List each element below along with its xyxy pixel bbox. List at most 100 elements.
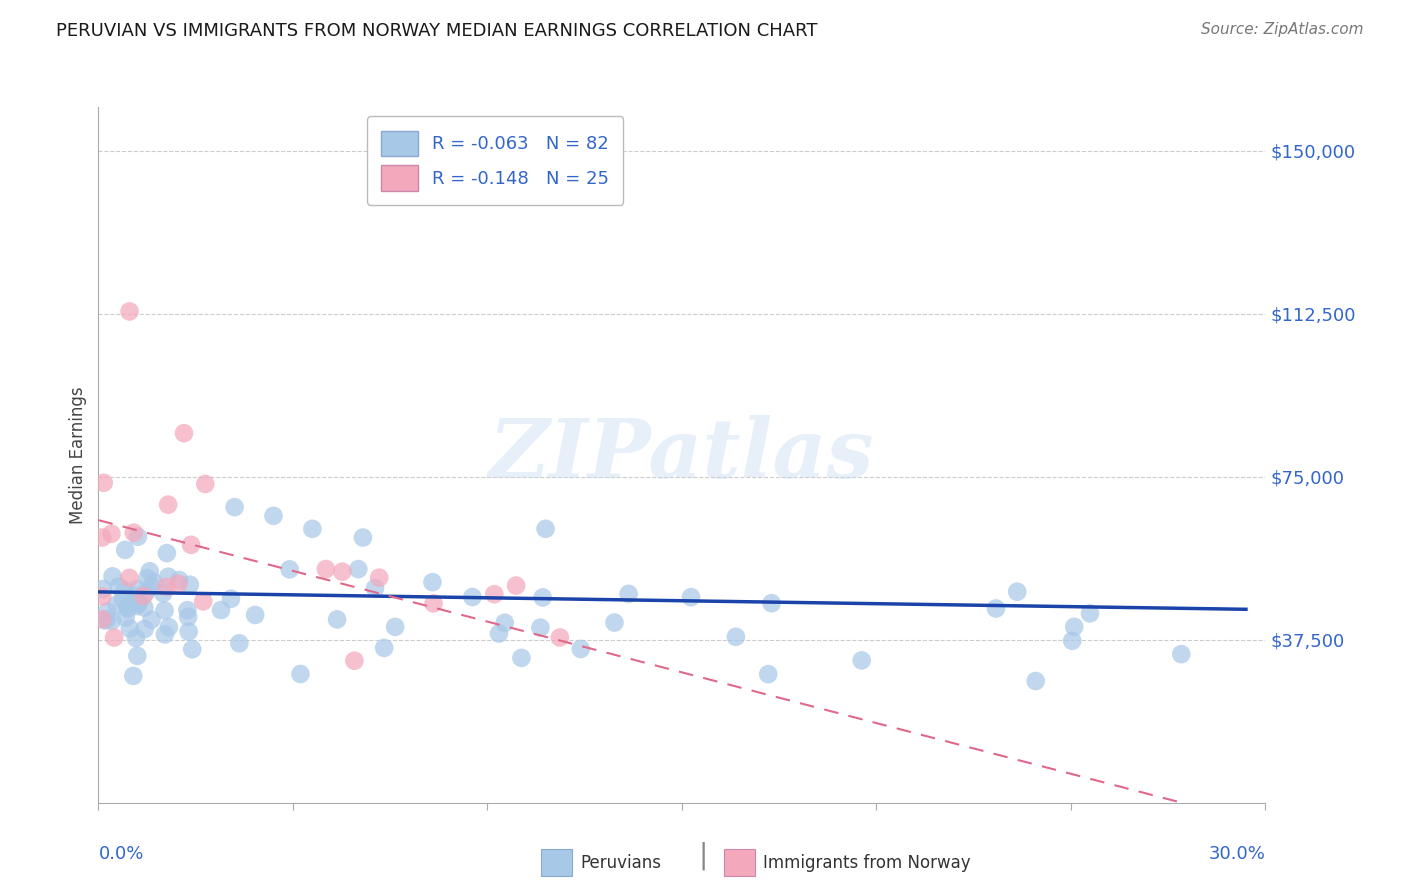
Point	[93, 475, 115, 490]
Point	[157, 498, 180, 512]
Point	[152, 586, 174, 600]
Text: ZIPatlas: ZIPatlas	[489, 415, 875, 495]
Point	[91, 531, 114, 545]
Point	[262, 508, 284, 523]
Point	[534, 522, 557, 536]
Point	[142, 575, 165, 590]
Point	[177, 624, 200, 639]
Point	[117, 601, 139, 615]
Point	[290, 667, 312, 681]
Point	[494, 615, 516, 630]
Point	[510, 651, 533, 665]
Point	[122, 589, 145, 603]
Point	[127, 582, 149, 597]
Point	[91, 590, 114, 604]
Point	[679, 590, 702, 604]
Point	[141, 579, 163, 593]
Point	[91, 582, 114, 596]
Point	[984, 601, 1007, 615]
Point	[1063, 620, 1085, 634]
Point	[176, 603, 198, 617]
Point	[761, 596, 783, 610]
Point	[127, 530, 149, 544]
Point	[101, 569, 124, 583]
Point	[134, 600, 156, 615]
Point	[156, 546, 179, 560]
Point	[343, 654, 366, 668]
Point	[127, 648, 149, 663]
Point	[177, 610, 200, 624]
Text: 30.0%: 30.0%	[1209, 845, 1265, 863]
Point	[180, 538, 202, 552]
Y-axis label: Median Earnings: Median Earnings	[69, 386, 87, 524]
Point	[138, 564, 160, 578]
Point	[114, 583, 136, 598]
Point	[127, 595, 149, 609]
Point	[1078, 607, 1101, 621]
Point	[384, 620, 406, 634]
Point	[488, 626, 510, 640]
Point	[724, 630, 747, 644]
Point	[330, 565, 353, 579]
Point	[373, 640, 395, 655]
Point	[1170, 647, 1192, 661]
Point	[118, 304, 141, 318]
Point	[1005, 584, 1028, 599]
Point	[125, 599, 148, 613]
Point	[157, 620, 180, 634]
Point	[1062, 633, 1084, 648]
Point	[209, 603, 232, 617]
Text: 0.0%: 0.0%	[98, 845, 143, 863]
Point	[169, 573, 191, 587]
Point	[114, 542, 136, 557]
Point	[141, 613, 163, 627]
Point	[569, 642, 592, 657]
Point	[278, 562, 301, 576]
Point	[347, 562, 370, 576]
Point	[484, 587, 506, 601]
Point	[505, 578, 527, 592]
Point	[851, 653, 873, 667]
Point	[219, 591, 242, 606]
Point	[228, 636, 250, 650]
Point	[103, 631, 125, 645]
Point	[128, 596, 150, 610]
Point	[194, 477, 217, 491]
Point	[243, 607, 266, 622]
Point	[101, 614, 124, 628]
Point	[117, 599, 139, 614]
Point	[756, 667, 779, 681]
Point	[132, 589, 155, 603]
Point	[368, 571, 391, 585]
Point	[617, 587, 640, 601]
Point	[153, 627, 176, 641]
Text: |: |	[699, 841, 707, 870]
Point	[122, 669, 145, 683]
Point	[603, 615, 626, 630]
Point	[118, 622, 141, 636]
Point	[224, 500, 246, 514]
Point	[352, 531, 374, 545]
Point	[105, 598, 128, 612]
Point	[181, 642, 204, 657]
Point	[179, 577, 201, 591]
Point	[94, 614, 117, 628]
Text: Peruvians: Peruvians	[581, 854, 662, 871]
Point	[136, 571, 159, 585]
Point	[548, 631, 571, 645]
Point	[315, 562, 337, 576]
Point	[111, 592, 134, 607]
Legend: R = -0.063   N = 82, R = -0.148   N = 25: R = -0.063 N = 82, R = -0.148 N = 25	[367, 116, 623, 205]
Point	[153, 603, 176, 617]
Point	[100, 526, 122, 541]
Text: PERUVIAN VS IMMIGRANTS FROM NORWAY MEDIAN EARNINGS CORRELATION CHART: PERUVIAN VS IMMIGRANTS FROM NORWAY MEDIA…	[56, 22, 818, 40]
Point	[173, 426, 195, 441]
Point	[157, 570, 180, 584]
Point	[193, 594, 215, 608]
Point	[422, 575, 444, 590]
Text: Immigrants from Norway: Immigrants from Norway	[763, 854, 972, 871]
Point	[122, 525, 145, 540]
Point	[91, 612, 114, 626]
Point	[1025, 674, 1047, 689]
Point	[461, 590, 484, 604]
